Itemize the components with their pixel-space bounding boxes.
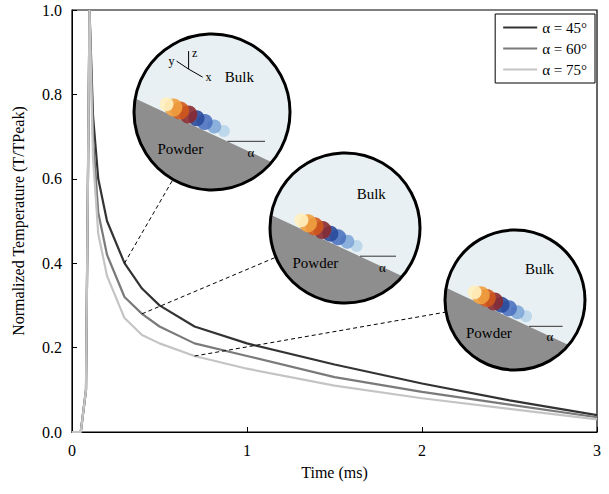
svg-text:Powder: Powder <box>466 325 512 341</box>
svg-text:Bulk: Bulk <box>525 261 555 277</box>
svg-text:y: y <box>169 54 175 68</box>
svg-text:x: x <box>206 70 212 84</box>
svg-text:1: 1 <box>243 442 251 459</box>
svg-text:0.8: 0.8 <box>42 86 62 103</box>
svg-text:Powder: Powder <box>293 255 339 271</box>
svg-text:0.0: 0.0 <box>42 424 62 441</box>
svg-text:Bulk: Bulk <box>357 186 387 202</box>
svg-text:Bulk: Bulk <box>225 69 255 85</box>
svg-text:0.2: 0.2 <box>42 339 62 356</box>
svg-text:α = 45°: α = 45° <box>542 20 587 36</box>
svg-text:Time (ms): Time (ms) <box>301 464 368 482</box>
svg-text:0.4: 0.4 <box>42 255 62 272</box>
svg-text:3: 3 <box>593 442 601 459</box>
svg-text:α = 75°: α = 75° <box>542 62 587 78</box>
svg-text:0.6: 0.6 <box>42 170 62 187</box>
svg-text:Normalized Temperature (T/TPea: Normalized Temperature (T/TPeak) <box>10 106 28 336</box>
svg-text:1.0: 1.0 <box>42 2 62 19</box>
svg-text:Powder: Powder <box>157 141 203 157</box>
svg-text:0: 0 <box>68 442 76 459</box>
svg-text:α: α <box>547 329 554 344</box>
svg-text:α: α <box>248 145 255 160</box>
svg-text:α: α <box>379 260 386 275</box>
svg-text:z: z <box>192 46 197 60</box>
svg-text:2: 2 <box>418 442 426 459</box>
svg-text:α = 60°: α = 60° <box>542 41 587 57</box>
